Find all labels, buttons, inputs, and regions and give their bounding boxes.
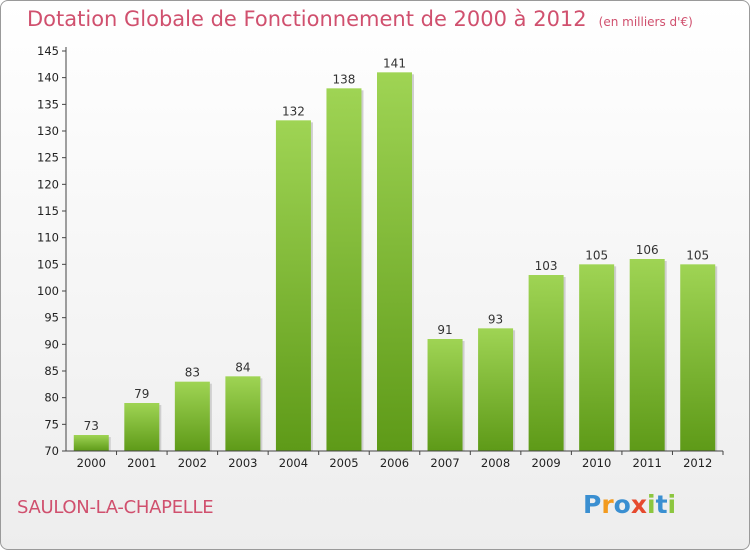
y-tick-label-110: 110 xyxy=(37,231,59,245)
data-label-2011: 106 xyxy=(636,243,659,257)
y-tick-label-85: 85 xyxy=(44,364,59,378)
y-tick-label-70: 70 xyxy=(44,444,59,458)
unit-note: (en milliers d'€) xyxy=(598,15,693,29)
bars-group: 73 79 83 84 132 138 141 91 93 103 105 106 105 xyxy=(73,56,718,451)
axes-group: 2000 2001 2002 2003 2004 2005 2006 2007 2008 2009… xyxy=(37,44,724,470)
data-label-2007: 91 xyxy=(437,323,452,337)
y-tick-label-100: 100 xyxy=(37,284,59,298)
data-label-2001: 79 xyxy=(134,387,149,401)
y-tick-label-75: 75 xyxy=(44,417,59,431)
x-tick-label-2003: 2003 xyxy=(228,456,257,470)
chart-title: Dotation Globale de Fonctionnement de 20… xyxy=(27,7,693,31)
bar-2004 xyxy=(275,120,311,451)
bar-2002 xyxy=(174,381,210,451)
y-tick-label-90: 90 xyxy=(44,337,59,351)
data-label-2003: 84 xyxy=(235,360,250,374)
bar-2009 xyxy=(528,275,564,451)
x-tick-label-2001: 2001 xyxy=(127,456,156,470)
logo-letter: x xyxy=(630,490,647,519)
y-tick-label-115: 115 xyxy=(37,204,59,218)
y-tick-label-130: 130 xyxy=(37,124,59,138)
proxiti-logo: Proxiti xyxy=(583,490,676,519)
data-label-2010: 105 xyxy=(585,248,608,262)
x-tick-label-2000: 2000 xyxy=(77,456,106,470)
data-label-2008: 93 xyxy=(488,312,503,326)
y-tick-label-80: 80 xyxy=(44,391,59,405)
data-label-2005: 138 xyxy=(333,72,356,86)
bar-2010 xyxy=(579,264,615,451)
x-tick-label-2005: 2005 xyxy=(329,456,358,470)
x-tick-label-2004: 2004 xyxy=(279,456,308,470)
data-label-2009: 103 xyxy=(535,259,558,273)
x-tick-label-2002: 2002 xyxy=(178,456,207,470)
bar-2001 xyxy=(124,403,160,451)
logo-letter: r xyxy=(601,490,614,519)
x-tick-label-2011: 2011 xyxy=(633,456,662,470)
bar-2006 xyxy=(377,72,412,451)
logo-letter: o xyxy=(613,490,631,519)
y-tick-label-135: 135 xyxy=(37,97,59,111)
bar-2005 xyxy=(326,88,362,451)
data-label-2002: 83 xyxy=(185,366,200,380)
logo-letter: t xyxy=(655,490,668,519)
y-tick-label-120: 120 xyxy=(37,177,59,191)
title-text: Dotation Globale de Fonctionnement de 20… xyxy=(27,7,587,31)
x-tick-label-2010: 2010 xyxy=(582,456,611,470)
x-tick-label-2008: 2008 xyxy=(481,456,510,470)
y-tick-label-125: 125 xyxy=(37,151,59,165)
x-tick-label-2007: 2007 xyxy=(430,456,459,470)
bar-2008 xyxy=(478,328,514,451)
data-label-2004: 132 xyxy=(282,104,305,118)
logo-letter: i xyxy=(647,490,656,519)
x-tick-label-2006: 2006 xyxy=(380,456,409,470)
logo-letter: P xyxy=(583,490,602,519)
bar-2003 xyxy=(225,376,261,451)
data-label-2000: 73 xyxy=(84,419,99,433)
bar-2007 xyxy=(427,339,463,451)
bar-2012 xyxy=(680,264,716,451)
y-tick-label-105: 105 xyxy=(37,257,59,271)
data-label-2012: 105 xyxy=(686,248,709,262)
bar-2011 xyxy=(629,259,665,451)
y-tick-label-145: 145 xyxy=(37,44,59,58)
bar-2000 xyxy=(73,435,109,451)
x-tick-label-2009: 2009 xyxy=(531,456,560,470)
y-tick-label-140: 140 xyxy=(37,71,59,85)
x-tick-label-2012: 2012 xyxy=(683,456,712,470)
commune-name: SAULON-LA-CHAPELLE xyxy=(17,497,214,518)
logo-letter: i xyxy=(667,490,677,519)
data-label-2006: 141 xyxy=(383,56,406,70)
y-tick-label-95: 95 xyxy=(44,311,59,325)
